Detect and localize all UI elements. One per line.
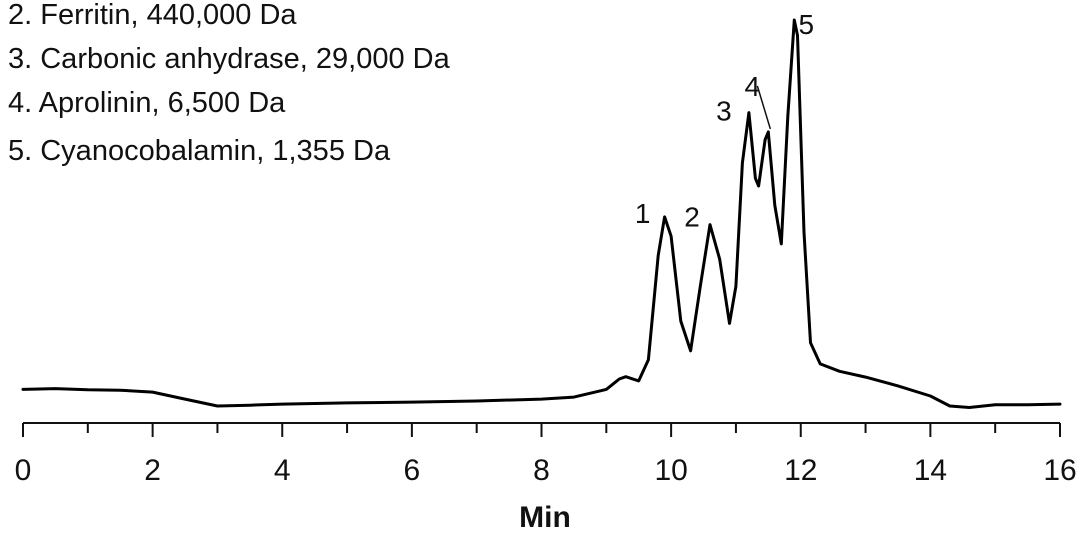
peak-label-3: 3 (716, 96, 732, 127)
x-tick-label: 12 (784, 454, 817, 487)
peak-4-leader-line (756, 85, 772, 130)
peak-label-1: 1 (635, 198, 651, 229)
peak-label-5: 5 (798, 9, 814, 40)
legend-entry-aprolinin: 4. Aprolinin, 6,500 Da (8, 87, 286, 119)
peak-label-2: 2 (684, 202, 700, 233)
peak-labels: 1 2 34 5 (635, 9, 814, 233)
legend-entry-cyanocobalamin: 5. Cyanocobalamin, 1,355 Da (8, 135, 391, 167)
x-tick-label: 0 (15, 454, 32, 487)
x-tick-label: 10 (654, 454, 687, 487)
x-tick-label: 2 (144, 454, 161, 487)
legend: 2. Ferritin, 440,000 Da 3. Carbonic anhy… (8, 0, 451, 167)
legend-entry-carbonic-anhydrase: 3. Carbonic anhydrase, 29,000 Da (8, 43, 451, 75)
x-tick-label: 8 (533, 454, 550, 487)
x-axis: 0 2 4 6 8 10 12 14 16 (15, 422, 1077, 487)
peak-label-4: 4 (745, 71, 761, 102)
x-tick-label: 16 (1043, 454, 1076, 487)
plot-area (21, 18, 1062, 409)
x-tick-label: 14 (914, 454, 947, 487)
x-tick-label: 4 (274, 454, 291, 487)
x-tick-label: 6 (404, 454, 421, 487)
x-axis-title: Min (519, 501, 571, 534)
chromatogram-trace (21, 18, 1062, 409)
legend-entry-ferritin: 2. Ferritin, 440,000 Da (8, 0, 297, 31)
